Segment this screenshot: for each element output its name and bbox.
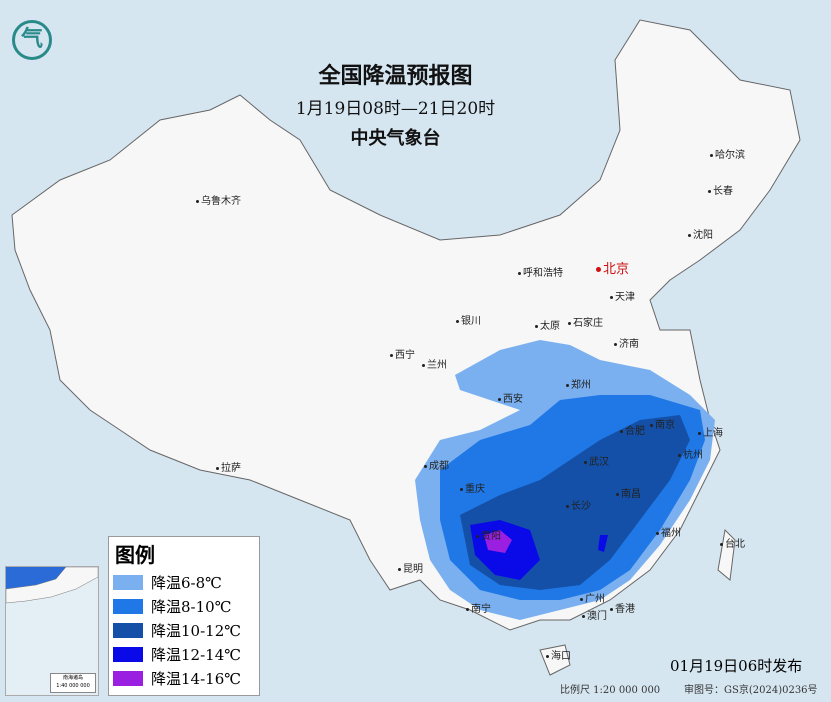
city-label: 海口: [546, 647, 571, 662]
city-label: 太原: [535, 317, 560, 332]
city-label: 杭州: [678, 446, 703, 461]
legend-label: 降温10-12℃: [151, 621, 242, 640]
legend-label: 降温8-10℃: [151, 597, 232, 616]
city-label: 长沙: [566, 497, 591, 512]
inset-scale-text: 1:40 000 000: [56, 683, 90, 689]
city-label: 香港: [610, 600, 635, 615]
city-label: 合肥: [620, 422, 645, 437]
city-label: 福州: [656, 524, 681, 539]
city-label: 长春: [708, 182, 733, 197]
review-number: 审图号：GS京(2024)0236号: [684, 685, 818, 696]
legend-swatch: [113, 670, 143, 686]
city-label: 西宁: [390, 346, 415, 361]
city-label: 广州: [580, 590, 605, 605]
inset-title: 南海诸岛: [62, 675, 83, 681]
city-label: 南宁: [466, 600, 491, 615]
map-scale: 比例尺 1:20 000 000: [560, 685, 661, 696]
issue-time: 01月19日06时发布: [670, 657, 803, 675]
city-label: 拉萨: [216, 459, 241, 474]
inset-cooling-zone: [6, 567, 66, 589]
legend-label: 降温6-8℃: [151, 573, 222, 592]
city-label: 西安: [498, 390, 523, 405]
city-label: 乌鲁木齐: [196, 192, 241, 207]
city-label: 昆明: [398, 560, 423, 575]
cma-logo-icon: 气: [12, 20, 52, 60]
city-label: 武汉: [584, 453, 609, 468]
city-label: 南京: [650, 416, 675, 431]
city-label: 澳门: [582, 607, 607, 622]
city-label: 郑州: [566, 376, 591, 391]
legend-item: 降温8-10℃: [113, 594, 259, 618]
legend: 图例 降温6-8℃ 降温8-10℃ 降温10-12℃ 降温12-14℃ 降温14-16℃: [108, 536, 260, 696]
city-label: 银川: [456, 312, 481, 327]
city-label: 南昌: [616, 485, 641, 500]
legend-swatch: [113, 574, 143, 590]
city-label: 济南: [614, 335, 639, 350]
city-label: 台北: [720, 535, 745, 550]
legend-swatch: [113, 598, 143, 614]
city-label: 天津: [610, 288, 635, 303]
city-label: 石家庄: [568, 314, 603, 329]
legend-label: 降温14-16℃: [151, 669, 242, 688]
city-label: 兰州: [422, 356, 447, 371]
forecast-period: 1月19日08时—21日20时: [295, 99, 496, 119]
inset-scale: 南海诸岛 1:40 000 000: [50, 673, 96, 693]
zone-12-14-b: [598, 535, 608, 552]
city-label: 上海: [698, 424, 723, 439]
legend-item: 降温10-12℃: [113, 618, 259, 642]
legend-title: 图例: [115, 543, 155, 567]
city-label: 北京: [596, 258, 629, 277]
legend-swatch: [113, 622, 143, 638]
city-label: 成都: [424, 457, 449, 472]
south-china-sea-inset: 南海诸岛 1:40 000 000: [5, 566, 99, 696]
city-label: 重庆: [460, 480, 485, 495]
legend-item: 降温6-8℃: [113, 570, 259, 594]
legend-label: 降温12-14℃: [151, 645, 242, 664]
legend-item: 降温12-14℃: [113, 642, 259, 666]
city-label: 哈尔滨: [710, 146, 745, 161]
city-label: 贵阳: [476, 527, 501, 542]
city-label: 沈阳: [688, 226, 713, 241]
map-title: 全国降温预报图: [318, 64, 473, 89]
legend-item: 降温14-16℃: [113, 666, 259, 690]
legend-swatch: [113, 646, 143, 662]
issuer: 中央气象台: [350, 128, 441, 149]
city-label: 呼和浩特: [518, 264, 563, 279]
